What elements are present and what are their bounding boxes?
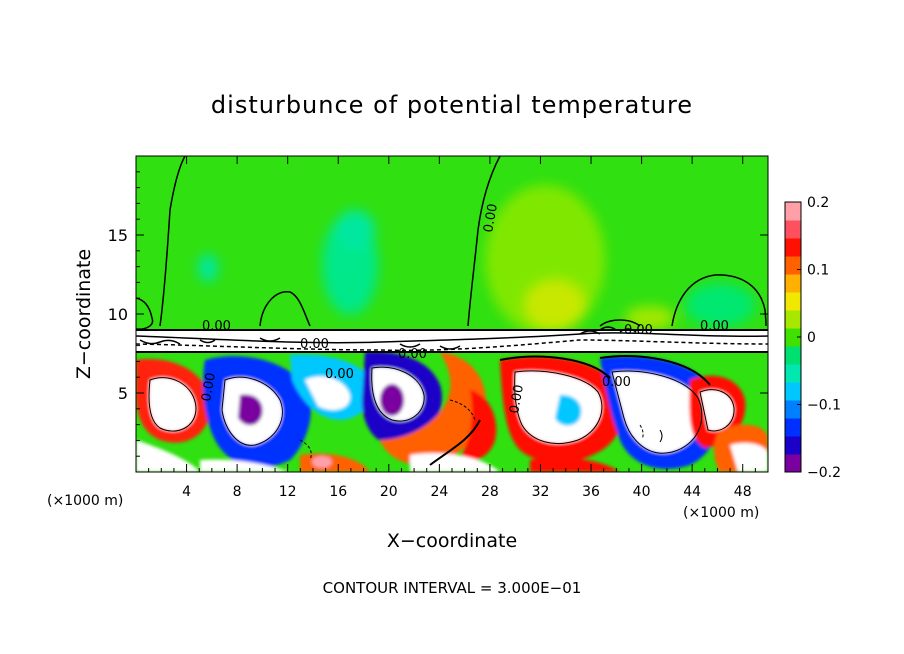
x-unit-left: (×1000 m) [47,493,123,509]
contour-label: 0.00 [202,319,231,334]
lower-field [136,352,768,472]
colorbar-segment [785,364,801,383]
chart-title: disturbunce of potential temperature [211,91,693,119]
colorbar-segment [785,454,801,473]
colorbar-tick-label: −0.1 [807,398,841,414]
x-tick-label: 36 [582,484,600,500]
colorbar-tick-label: 0 [807,330,816,346]
colorbar-segment [785,220,801,239]
contour-label: 0.00 [300,337,329,352]
x-axis-label: X−coordinate [387,530,517,552]
colorbar-segment [785,382,801,401]
y-tick-label: 10 [108,305,128,324]
x-tick-label: 12 [279,484,297,500]
contour-label: 0.00 [507,384,527,415]
upper-field [136,156,768,332]
y-tick-label: 5 [118,384,128,403]
contour-label: 0.00 [199,372,219,403]
colorbar-segment [785,292,801,311]
colorbar: 0.2 0.1 0 −0.1 −0.2 [784,195,841,481]
contour-label: 0.00 [398,347,427,362]
contour-interval-note: CONTOUR INTERVAL = 3.000E−01 [323,579,582,597]
contour-label: 0.00 [325,367,354,382]
x-tick-label: 16 [329,484,347,500]
x-tick-label: 48 [734,484,752,500]
x-tick-label: 20 [380,484,398,500]
colorbar-tick-label: −0.2 [807,465,841,481]
colorbar-segment [785,202,801,221]
plot-area: 0.00 0.00 0.00 0.00 0.00 0.00 0.00 0.00 … [136,156,768,472]
colorbar-segment [785,346,801,365]
x-tick-label: 8 [233,484,242,500]
x-tick-label: 32 [532,484,550,500]
colorbar-segment [785,238,801,257]
x-tick-label: 24 [430,484,448,500]
colorbar-segment [785,256,801,275]
contour-label: 0.00 [602,375,631,390]
colorbar-tick-label: 0.2 [807,195,829,211]
y-axis-label: Z−coordinate [73,249,95,379]
colorbar-segment [785,274,801,293]
contour-label: 0.00 [624,323,653,338]
colorbar-segment [785,310,801,329]
contour-labels: 0.00 0.00 0.00 0.00 0.00 0.00 0.00 0.00 … [199,203,729,415]
x-axis: 4 8 12 16 20 24 28 32 36 40 44 48 [148,156,756,500]
contour-label: 0.00 [700,319,729,334]
x-tick-label: 40 [633,484,651,500]
colorbar-segment [785,418,801,437]
contour-label: 0.00 [481,203,501,234]
x-tick-label: 28 [481,484,499,500]
colorbar-segment [785,400,801,419]
colorbar-segment [785,436,801,455]
colorbar-segment [785,328,801,347]
colorbar-tick-label: 0.1 [807,263,829,279]
contour-lines [136,156,768,353]
x-tick-label: 44 [683,484,701,500]
y-tick-label: 15 [108,226,128,245]
transition-band [136,330,768,352]
x-tick-label: 4 [182,484,191,500]
x-unit-right: (×1000 m) [683,505,759,521]
y-axis: 5 10 15 [108,171,768,457]
